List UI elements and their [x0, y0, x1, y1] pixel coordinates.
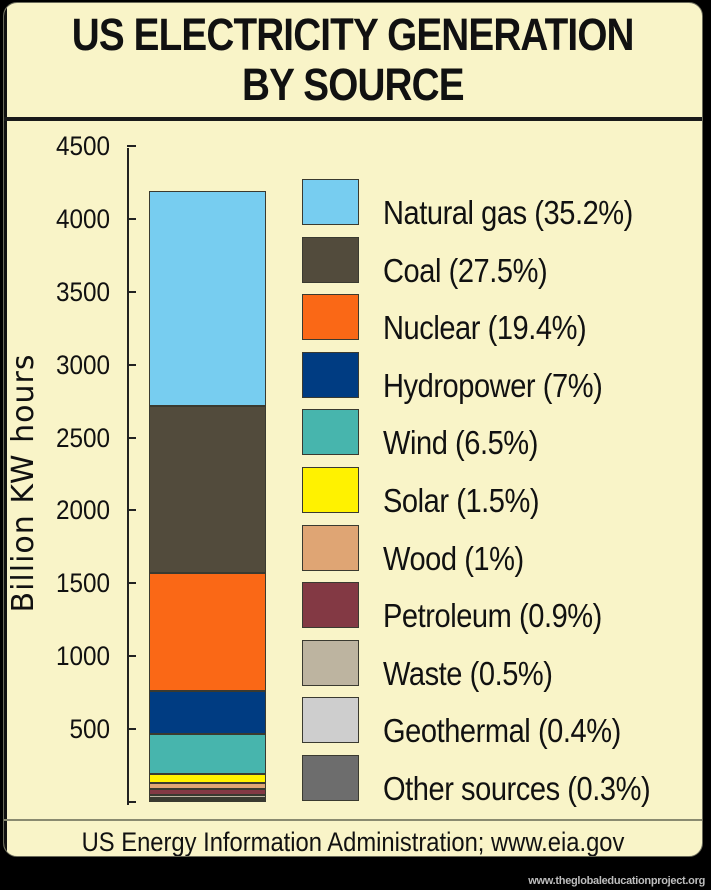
y-tick-label: 2000 [55, 495, 110, 526]
legend-label: Nuclear (19.4%) [383, 309, 587, 347]
legend-swatch [302, 467, 359, 513]
legend-item: Geothermal (0.4%) [302, 697, 702, 749]
bar-segment-natural-gas [149, 191, 266, 406]
y-tick-mark [127, 363, 136, 366]
watermark: www.theglobaleducationproject.org [528, 875, 705, 887]
legend-swatch [302, 236, 359, 283]
legend-item: Wind (6.5%) [302, 409, 702, 461]
y-tick-label: 500 [69, 714, 110, 745]
y-tick-mark [127, 217, 136, 220]
bar-segment-petroleum [149, 789, 266, 795]
legend-label: Natural gas (35.2%) [383, 194, 633, 231]
chart-title-line-1: US ELECTRICITY GENERATION [72, 9, 635, 60]
legend-item: Wood (1%) [302, 524, 702, 576]
y-tick-mark [127, 436, 136, 439]
legend-label: Hydropower (7%) [383, 366, 603, 404]
legend-label: Geothermal (0.4%) [383, 712, 621, 750]
bar-segment-coal [149, 405, 266, 574]
y-tick-mark [127, 728, 136, 731]
legend-swatch [302, 294, 359, 341]
legend-item: Nuclear (19.4%) [302, 294, 702, 346]
legend-label: Other sources (0.3%) [383, 770, 651, 807]
legend-item: Coal (27.5%) [302, 236, 702, 288]
legend-swatch [302, 639, 359, 686]
legend-item: Natural gas (35.2%) [302, 179, 702, 231]
y-tick-label: 1000 [55, 641, 110, 672]
legend-item: Other sources (0.3%) [302, 755, 702, 807]
legend-swatch [302, 755, 359, 801]
bar-segment-hydropower [149, 691, 266, 735]
legend-label: Solar (1.5%) [383, 482, 540, 519]
legend-label: Wind (6.5%) [383, 424, 538, 462]
legend-item: Solar (1.5%) [302, 467, 702, 519]
bar-segment-nuclear [149, 573, 266, 692]
y-tick-label: 3000 [55, 349, 110, 380]
footer-divider [4, 819, 702, 821]
legend-swatch [302, 409, 359, 456]
source-credit: US Energy Information Administration; ww… [81, 827, 625, 857]
y-axis-line [127, 148, 129, 805]
y-tick-label: 3500 [55, 276, 110, 307]
legend-item: Petroleum (0.9%) [302, 582, 702, 634]
bar-segment-wood [149, 782, 266, 789]
title-band: US ELECTRICITY GENERATION BY SOURCE [4, 3, 702, 121]
chart-frame: US ELECTRICITY GENERATION BY SOURCE Bill… [3, 2, 703, 857]
legend-label: Wood (1%) [383, 539, 524, 577]
legend-label: Coal (27.5%) [383, 251, 548, 289]
bar-segment-waste [149, 794, 266, 798]
legend-label: Petroleum (0.9%) [383, 597, 602, 635]
bar-segment-other-sources [149, 800, 266, 803]
legend-swatch [302, 697, 359, 744]
y-tick-label: 4500 [55, 131, 110, 161]
y-tick-mark [127, 145, 136, 147]
legend-swatch [302, 582, 359, 629]
y-tick-mark [127, 290, 136, 293]
y-tick-mark [127, 582, 136, 585]
chart-title-line-2: BY SOURCE [242, 59, 465, 110]
legend-swatch [302, 351, 359, 398]
y-tick-mark [127, 509, 136, 512]
legend-item: Waste (0.5%) [302, 639, 702, 691]
y-tick-label: 4000 [55, 203, 110, 234]
legend-label: Waste (0.5%) [383, 654, 553, 692]
y-tick-label: 1500 [55, 568, 110, 599]
legend-item: Hydropower (7%) [302, 351, 702, 403]
bar-segment-solar [149, 773, 266, 783]
legend-swatch [302, 179, 359, 225]
bar-segment-geothermal [149, 797, 266, 801]
bar-segment-wind [149, 734, 266, 774]
y-axis-label: Billion KW hours [6, 353, 41, 613]
y-tick-label: 2500 [55, 422, 110, 453]
y-tick-mark [127, 655, 136, 658]
legend-swatch [302, 524, 359, 571]
y-tick-mark [127, 801, 136, 803]
